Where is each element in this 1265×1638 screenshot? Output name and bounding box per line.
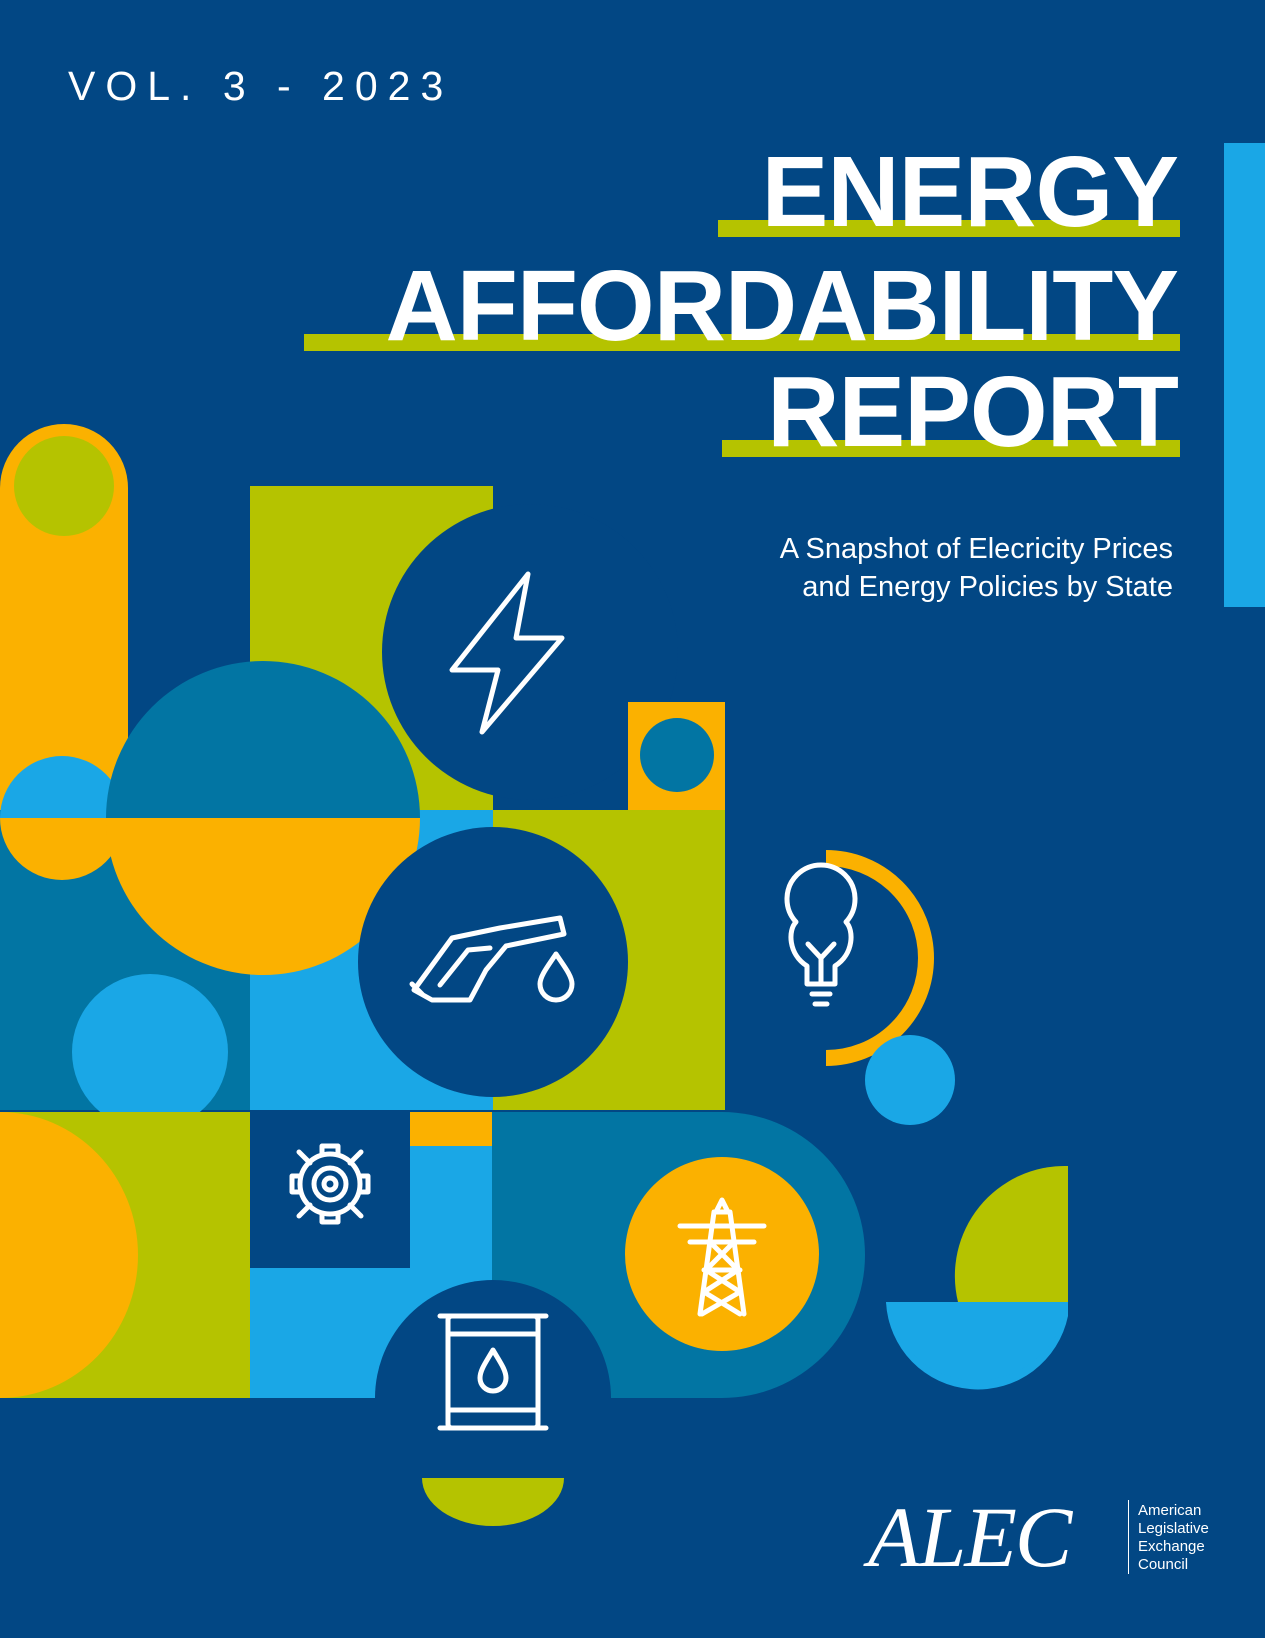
lime-dot [14,436,114,536]
publisher-name-line-2: Legislative [1138,1520,1209,1537]
title-line-report: REPORT [767,356,1179,468]
title-underline-2 [304,334,1180,351]
sky-circle [72,974,228,1130]
lime-quarter [954,1165,1068,1302]
barrel-arch [375,1280,611,1398]
fuel-nozzle-icon [409,915,567,1003]
oil-barrel-icon [437,1313,549,1431]
volume-label: VOL. 3 - 2023 [68,63,454,109]
oil-drop-icon [537,951,575,1003]
publisher-name: American Legislative Exchange Council [1138,1502,1209,1574]
title-line-energy: ENERGY [761,136,1179,248]
lightning-icon [449,571,565,735]
gear-icon [289,1143,371,1225]
publisher-name-line-4: Council [1138,1556,1189,1573]
orange-half-circle [0,1112,138,1398]
publisher-name-line-1: American [1138,1502,1202,1519]
subtitle-line-1: A Snapshot of Elecricity Prices [779,533,1173,565]
light-bulb-icon [784,862,858,1007]
publisher-name-line-3: Exchange [1138,1538,1205,1555]
subtitle: A Snapshot of Elecricity Prices and Ener… [780,530,1173,606]
alec-logo-mark: ALEC [868,1489,1072,1585]
transmission-tower-icon [677,1197,767,1317]
title-underline-3 [722,440,1180,457]
sky-dot [865,1035,955,1125]
lime-bowl [422,1478,564,1526]
navy-notch-circle [382,504,678,800]
side-accent-bar [1224,143,1265,607]
title-line-affordability: AFFORDABILITY [385,250,1179,362]
orange-arc [825,850,934,1066]
teal-dot [640,718,714,792]
title-underline-1 [718,220,1180,237]
subtitle-line-2: and Energy Policies by State [802,571,1173,603]
logo-divider [1128,1500,1129,1574]
